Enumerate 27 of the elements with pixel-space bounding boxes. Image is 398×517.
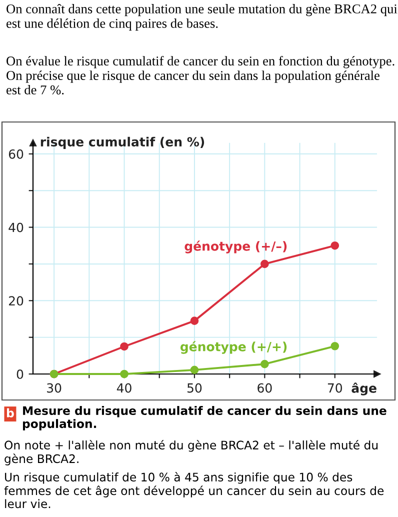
x-axis-title: âge	[352, 382, 376, 396]
point	[190, 316, 199, 325]
y-tick-label: 40	[8, 222, 24, 232]
text: b	[6, 408, 14, 418]
text: Mesure du risque cumulatif de cancer du sein dans une population.	[22, 406, 386, 430]
y-tick-label: 0	[16, 369, 24, 379]
x-tick-label: 50	[187, 383, 202, 393]
y-tick-label: 60	[8, 149, 24, 159]
point	[120, 342, 128, 351]
point	[190, 366, 199, 374]
x-tick-label: 40	[116, 383, 132, 393]
point	[330, 342, 340, 350]
text: On connaît dans cette population une seule mutation du gène BRCA2 qui est une délétion de cinq paires de bases.	[6, 4, 398, 31]
y-tick-label: 20	[8, 296, 24, 306]
y-axis-title: risque cumulatif (en %)	[40, 136, 204, 149]
point	[120, 370, 128, 378]
x-tick-label: 30	[47, 383, 62, 393]
text: On note + l'allèle non muté du gène BRCA2 et – l'allèle muté du gène BRCA2.	[4, 440, 378, 466]
series-label: génotype (+/–)	[184, 240, 287, 254]
text: Un risque cumulatif de 10 % à 45 ans signifie que 10 % des femmes de cet âge ont développé un cancer du sein au cours de leur vie.	[4, 472, 384, 508]
point	[330, 241, 340, 250]
text: On évalue le risque cumulatif de cancer du sein en fonction du génotype. On précise que le risque de cancer du sein dans la population générale est de 7 %.	[6, 56, 394, 94]
x-tick-label: 70	[328, 383, 342, 393]
point	[260, 360, 269, 368]
point	[260, 260, 269, 268]
x-tick-label: 60	[258, 383, 272, 393]
series-label: génotype (+/+)	[180, 341, 287, 354]
